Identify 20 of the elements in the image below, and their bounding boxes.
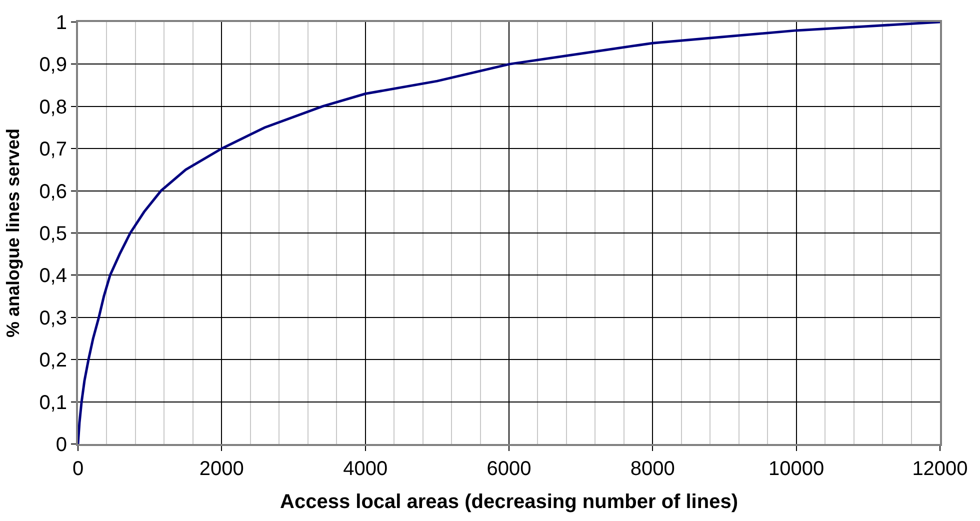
y-tick-label: 0,2: [39, 350, 67, 372]
y-tick-label: 0,1: [39, 392, 67, 414]
x-axis-title: Access local areas (decreasing number of lines): [280, 491, 738, 513]
y-tick-label: 0,5: [39, 223, 67, 245]
x-tick-label: 0: [72, 458, 84, 480]
y-tick-label: 0,3: [39, 307, 67, 330]
x-tick-label: 8000: [630, 458, 675, 480]
y-tick-label: 0,6: [39, 180, 67, 203]
y-tick-label: 0,4: [39, 265, 67, 288]
y-tick-label: 0,7: [39, 138, 67, 161]
y-tick-label: 0,8: [39, 96, 67, 118]
y-tick-label: 0: [56, 434, 67, 456]
x-tick-label: 4000: [343, 458, 388, 480]
x-tick-label: 12000: [912, 458, 968, 480]
x-tick-label: 10000: [768, 458, 824, 480]
x-tick-label: 2000: [199, 458, 244, 480]
x-tick-label: 6000: [486, 458, 532, 480]
y-tick-label: 1: [56, 12, 67, 34]
y-axis-title: % analogue lines served: [2, 128, 23, 338]
y-tick-label: 0,9: [39, 54, 67, 76]
